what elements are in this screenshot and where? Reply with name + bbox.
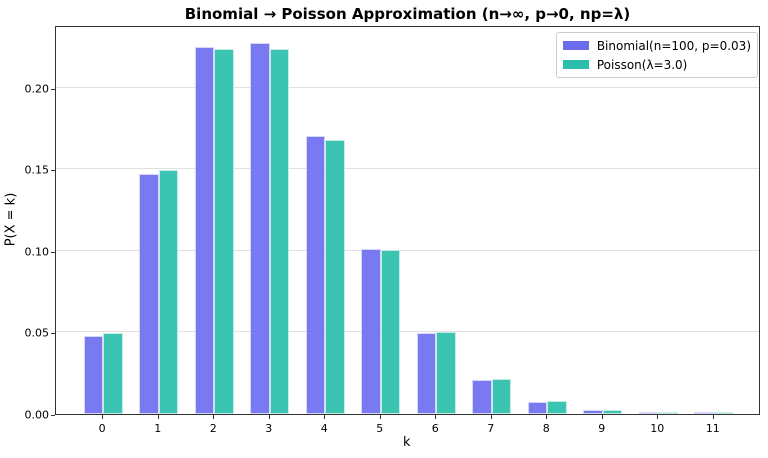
x-tick-mark bbox=[102, 415, 104, 419]
x-tick-label: 8 bbox=[542, 422, 550, 435]
gridline bbox=[56, 249, 759, 251]
binomial-bar bbox=[638, 412, 659, 414]
legend-swatch-icon bbox=[562, 41, 589, 50]
x-tick-label: 9 bbox=[598, 422, 606, 435]
y-tick-mark bbox=[51, 170, 55, 172]
x-tick-mark bbox=[379, 415, 381, 419]
y-tick-label: 0.00 bbox=[24, 408, 50, 422]
gridline bbox=[56, 168, 759, 170]
x-tick-mark bbox=[324, 415, 326, 419]
x-tick-mark bbox=[657, 415, 659, 419]
binomial-bar bbox=[305, 135, 326, 414]
binomial-bar bbox=[416, 333, 437, 414]
binomial-bar bbox=[527, 401, 548, 414]
poisson-bar bbox=[491, 378, 512, 414]
binomial-bar bbox=[83, 336, 104, 414]
y-tick-label: 0.15 bbox=[24, 163, 50, 177]
poisson-bar bbox=[380, 249, 401, 414]
binomial-bar bbox=[250, 43, 270, 414]
x-tick-mark bbox=[268, 415, 270, 419]
poisson-bar bbox=[103, 332, 123, 414]
y-tick-label: 0.10 bbox=[24, 245, 50, 259]
y-tick-mark bbox=[51, 333, 55, 335]
gridline bbox=[56, 331, 759, 333]
poisson-bar bbox=[547, 400, 567, 414]
x-axis-label: k bbox=[403, 435, 411, 450]
poisson-bar bbox=[658, 412, 678, 414]
gridline bbox=[56, 86, 759, 88]
y-axis-label: P(X = k) bbox=[3, 192, 19, 247]
x-tick-mark bbox=[157, 415, 159, 419]
x-tick-label: 6 bbox=[431, 422, 439, 435]
x-tick-mark bbox=[712, 415, 714, 419]
legend-item: Binomial(n=100, p=0.03) bbox=[562, 36, 751, 55]
poisson-bar bbox=[214, 48, 234, 414]
legend-item: Poisson(λ=3.0) bbox=[562, 55, 751, 74]
poisson-bar bbox=[602, 409, 623, 414]
x-tick-label: 3 bbox=[265, 422, 273, 435]
poisson-bar bbox=[713, 412, 734, 414]
plot-area bbox=[55, 26, 760, 415]
poisson-bar bbox=[269, 48, 290, 414]
x-tick-label: 4 bbox=[320, 422, 328, 435]
x-tick-mark bbox=[490, 415, 492, 419]
legend: Binomial(n=100, p=0.03) Poisson(λ=3.0) bbox=[555, 32, 758, 78]
legend-label: Poisson(λ=3.0) bbox=[596, 57, 688, 72]
x-tick-label: 2 bbox=[209, 422, 217, 435]
binomial-bar bbox=[139, 174, 159, 414]
poisson-bar bbox=[436, 331, 456, 414]
y-tick-label: 0.20 bbox=[24, 82, 50, 96]
y-tick-mark bbox=[51, 88, 55, 90]
x-tick-mark bbox=[601, 415, 603, 419]
poisson-bar bbox=[158, 170, 179, 414]
x-tick-mark bbox=[435, 415, 437, 419]
x-tick-label: 10 bbox=[650, 422, 665, 435]
y-tick-mark bbox=[51, 415, 55, 416]
binomial-bar bbox=[583, 410, 603, 414]
x-tick-label: 11 bbox=[705, 422, 720, 435]
poisson-bar bbox=[325, 140, 345, 414]
x-tick-label: 5 bbox=[376, 422, 384, 435]
x-tick-mark bbox=[213, 415, 215, 419]
legend-swatch-icon bbox=[562, 60, 589, 69]
binomial-bar bbox=[361, 248, 381, 414]
binomial-bar bbox=[194, 46, 215, 414]
legend-label: Binomial(n=100, p=0.03) bbox=[596, 38, 751, 53]
x-tick-label: 1 bbox=[154, 422, 162, 435]
binomial-bar bbox=[472, 380, 492, 414]
binomial-bar bbox=[694, 412, 714, 414]
y-tick-mark bbox=[51, 251, 55, 253]
y-tick-label: 0.05 bbox=[24, 326, 50, 340]
chart-title: Binomial → Poisson Approximation (n→∞, p… bbox=[184, 5, 631, 23]
x-tick-label: 7 bbox=[487, 422, 495, 435]
x-tick-label: 0 bbox=[98, 422, 106, 435]
x-tick-mark bbox=[546, 415, 548, 419]
